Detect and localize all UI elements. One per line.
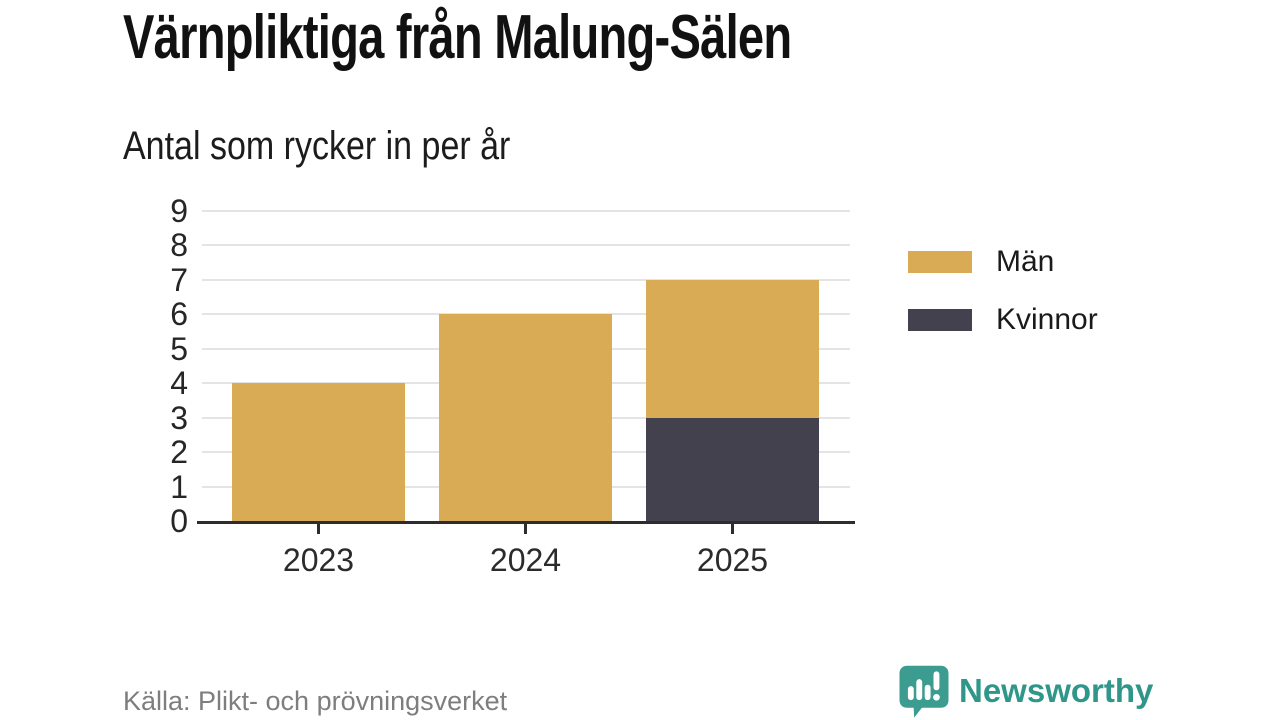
brand-name: Newsworthy bbox=[959, 672, 1154, 709]
bar-segment-män-2023 bbox=[232, 383, 405, 521]
legend-swatch bbox=[908, 251, 972, 273]
x-tick-label: 2023 bbox=[282, 542, 355, 578]
legend-item-kvinnor: Kvinnor bbox=[908, 303, 1098, 337]
gridline bbox=[202, 278, 850, 281]
x-tick-label: 2025 bbox=[696, 542, 769, 578]
x-axis-tick bbox=[731, 521, 734, 534]
gridline bbox=[202, 244, 850, 247]
y-tick-label: 6 bbox=[170, 296, 188, 333]
newsworthy-bubble-chart-icon bbox=[899, 665, 949, 718]
y-tick-label: 1 bbox=[170, 468, 188, 505]
y-tick-label: 2 bbox=[170, 434, 188, 471]
bar-segment-män-2024 bbox=[439, 314, 612, 521]
source-note: Källa: Plikt- och prövningsverket bbox=[123, 686, 508, 716]
y-tick-label: 3 bbox=[170, 399, 188, 436]
x-axis-tick bbox=[317, 521, 320, 534]
y-tick-label: 7 bbox=[170, 261, 188, 298]
bar-segment-män-2025 bbox=[646, 279, 819, 418]
legend-swatch bbox=[908, 309, 972, 331]
x-tick-label: 2024 bbox=[489, 542, 562, 578]
legend-label: Kvinnor bbox=[996, 303, 1098, 336]
y-tick-label: 4 bbox=[170, 365, 188, 402]
y-tick-label: 8 bbox=[170, 227, 188, 264]
gridline bbox=[202, 313, 850, 316]
legend: Män Kvinnor bbox=[908, 245, 1098, 361]
x-axis-line bbox=[197, 521, 855, 524]
y-tick-label: 0 bbox=[170, 503, 188, 539]
legend-item-män: Män bbox=[908, 245, 1098, 279]
chart-subtitle: Antal som rycker in per år bbox=[123, 124, 511, 168]
chart-title: Värnpliktiga från Malung-Sälen bbox=[123, 3, 792, 72]
bar-segment-kvinnor-2025 bbox=[646, 417, 819, 521]
gridline bbox=[202, 210, 850, 212]
brand-logo: Newsworthy bbox=[896, 662, 1266, 720]
legend-label: Män bbox=[996, 245, 1055, 278]
x-axis-tick bbox=[524, 521, 527, 534]
y-tick-label: 5 bbox=[170, 330, 188, 367]
plot-area bbox=[197, 210, 855, 534]
y-tick-label: 9 bbox=[170, 193, 188, 229]
